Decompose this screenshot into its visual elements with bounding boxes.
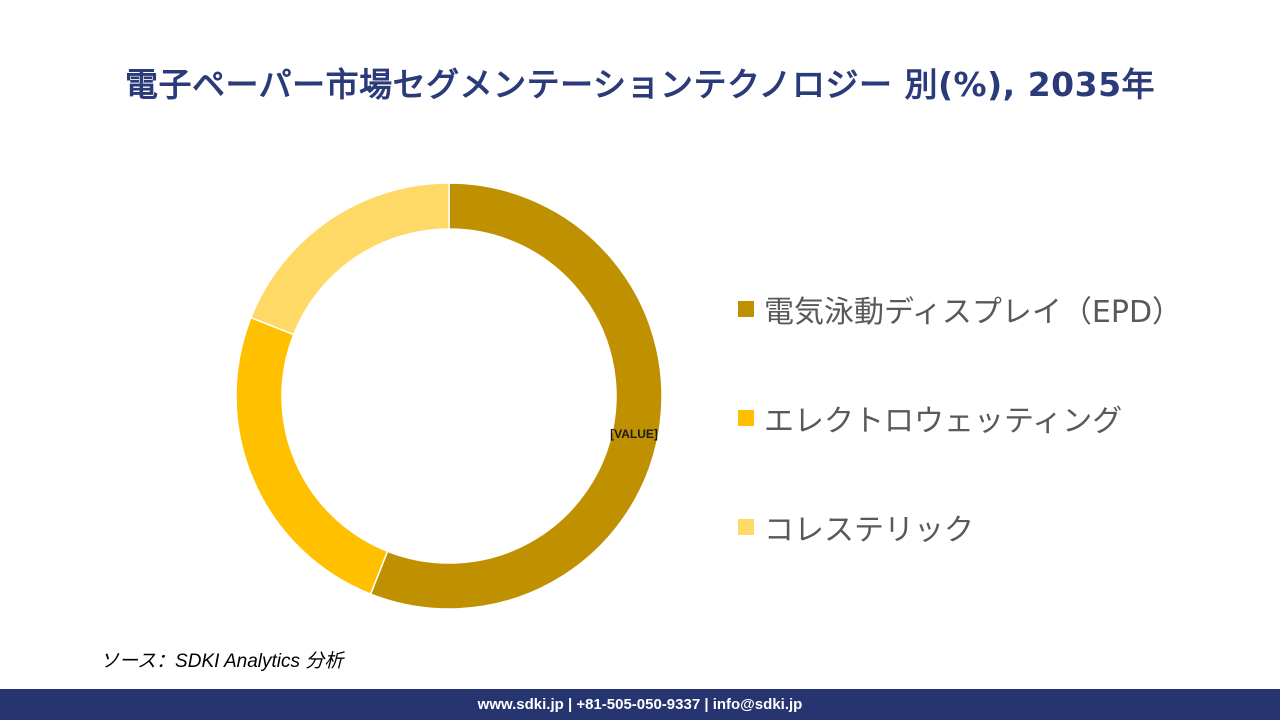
footer-contact: www.sdki.jp | +81-505-050-9337 | info@sd… <box>0 689 1280 720</box>
legend-label: 電気泳動ディスプレイ（EPD） <box>764 294 1183 330</box>
legend-item-epd: 電気泳動ディスプレイ（EPD） <box>738 243 1182 374</box>
chart-title: 電子ペーパー市場セグメンテーションテクノロジー 別(%), 2035年 <box>124 65 1156 104</box>
data-label: [VALUE] <box>610 427 658 441</box>
legend-label: コレステリック <box>764 512 974 548</box>
donut-segment-1 <box>235 316 389 596</box>
legend-swatch <box>738 518 754 535</box>
donut-segment-2 <box>249 182 450 336</box>
legend: 電気泳動ディスプレイ（EPD） エレクトロウェッティング コレステリック <box>738 243 1182 592</box>
legend-label: エレクトロウェッティング <box>764 403 1123 439</box>
legend-item-electrowetting: エレクトロウェッティング <box>738 352 1182 483</box>
source-note: ソース：SDKI Analytics 分析 <box>100 651 344 672</box>
donut-segment-0 <box>369 182 663 610</box>
legend-swatch <box>738 409 754 426</box>
legend-swatch <box>738 300 754 317</box>
legend-item-cholesteric: コレステリック <box>738 461 1182 592</box>
